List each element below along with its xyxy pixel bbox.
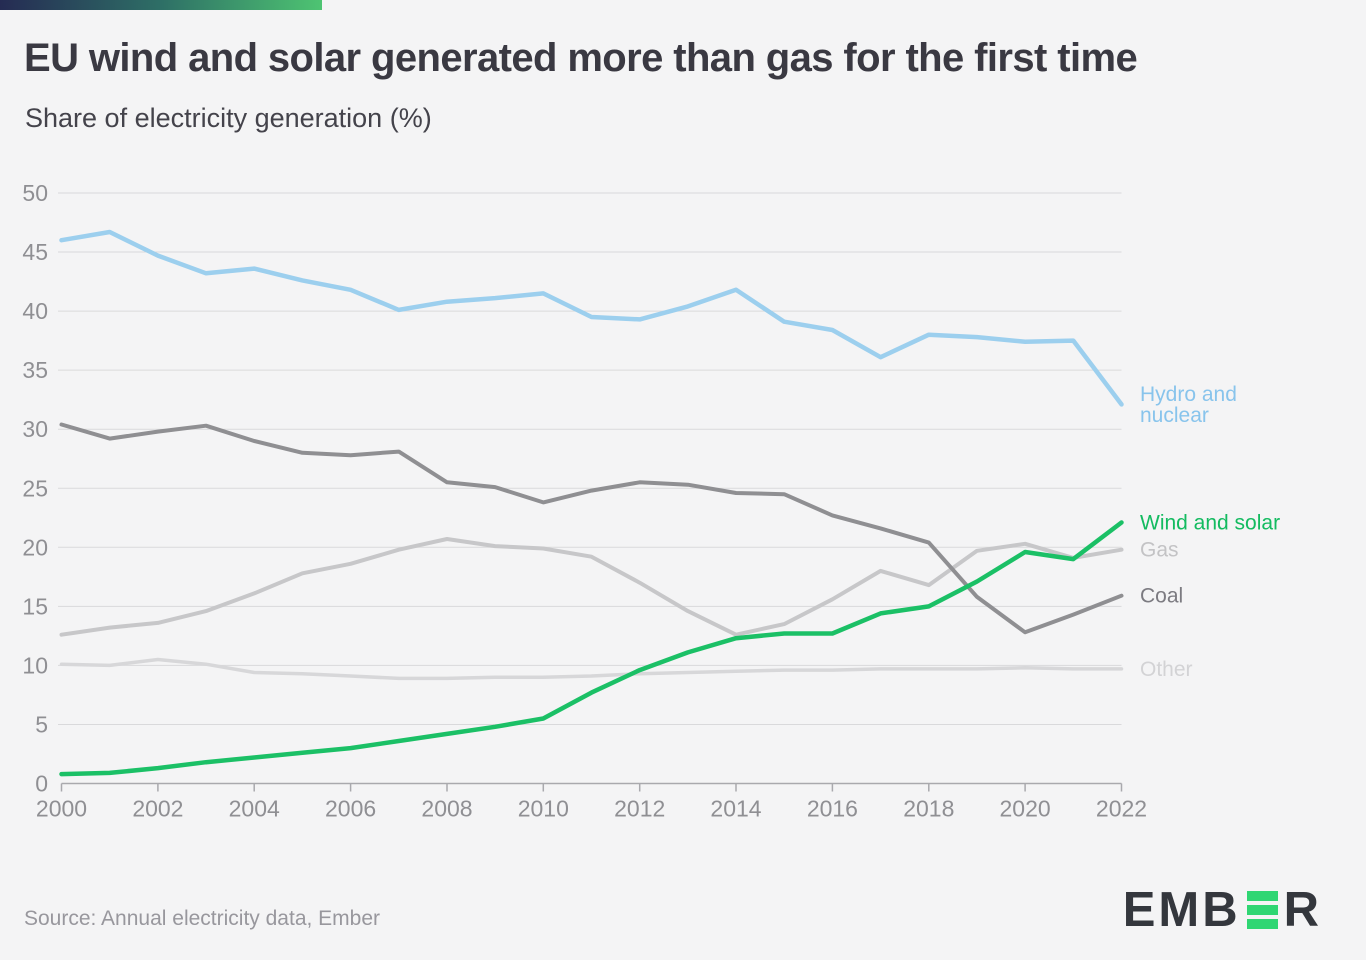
logo-bar (1246, 919, 1278, 929)
logo-text-left: EMB (1122, 882, 1241, 937)
series-end-label-coal: Coal (1140, 585, 1183, 608)
x-axis-tick-label: 2010 (518, 796, 569, 822)
series-end-label-wind-and-solar: Wind and solar (1140, 512, 1280, 535)
logo-green-e-icon (1246, 891, 1279, 929)
x-axis-tick-label: 2014 (710, 796, 761, 822)
x-axis-tick-label: 2002 (132, 796, 183, 822)
y-axis-tick-label: 20 (22, 534, 48, 560)
y-axis-tick-label: 35 (22, 357, 48, 383)
x-axis-tick-label: 2022 (1096, 796, 1147, 822)
y-axis-tick-label: 25 (22, 475, 48, 501)
x-axis-tick-label: 2004 (229, 796, 280, 822)
x-axis-tick-label: 2020 (1000, 796, 1051, 822)
series-line-hydro-and-nuclear (59, 229, 1124, 407)
logo-text-right: R (1283, 882, 1322, 937)
source-text: Source: Annual electricity data, Ember (24, 907, 381, 930)
y-axis-tick-label: 10 (22, 652, 48, 678)
series-line-coal (59, 422, 1124, 635)
series-line-gas (59, 537, 1124, 637)
y-axis-labels: 0 5 10 15 20 25 30 35 40 45 50 (22, 180, 48, 797)
x-axis-tick-label: 2012 (614, 796, 665, 822)
series-line-wind-and-solar (59, 520, 1124, 777)
series-end-label-other: Other (1140, 658, 1193, 681)
y-axis-tick-label: 0 (35, 771, 48, 797)
y-axis-tick-label: 40 (22, 298, 48, 324)
page-title: EU wind and solar generated more than ga… (24, 36, 1138, 80)
x-axis-tick-label: 2016 (807, 796, 858, 822)
x-axis: 2000 2002 2004 2006 2008 2010 2012 2014 2016 2018… (36, 782, 1147, 822)
y-axis-tick-label: 50 (22, 180, 48, 206)
x-axis-tick-label: 2008 (421, 796, 472, 822)
series-end-labels: Hydro and nuclear Wind and solar Gas Coal Oth… (1140, 383, 1280, 681)
ember-logo: EMB R (1123, 882, 1322, 938)
page-subtitle: Share of electricity generation (%) (25, 103, 432, 133)
y-axis-tick-label: 5 (35, 712, 48, 738)
x-axis-tick-label: 2018 (903, 796, 954, 822)
series-end-label-gas: Gas (1140, 539, 1179, 562)
logo-bar (1246, 891, 1278, 901)
gridlines (58, 192, 1122, 725)
series-lines (59, 229, 1124, 777)
y-axis-tick-label: 15 (22, 593, 48, 619)
brand-gradient-bar (0, 0, 322, 10)
x-axis-tick-label: 2006 (325, 796, 376, 822)
series-line-other (59, 657, 1124, 681)
y-axis-tick-label: 45 (22, 239, 48, 265)
logo-bar (1246, 905, 1278, 915)
series-end-label-hydro-and-nuclear: Hydro and nuclear (1140, 383, 1237, 427)
x-axis-tick-label: 2000 (36, 796, 87, 822)
y-axis-tick-label: 30 (22, 416, 48, 442)
